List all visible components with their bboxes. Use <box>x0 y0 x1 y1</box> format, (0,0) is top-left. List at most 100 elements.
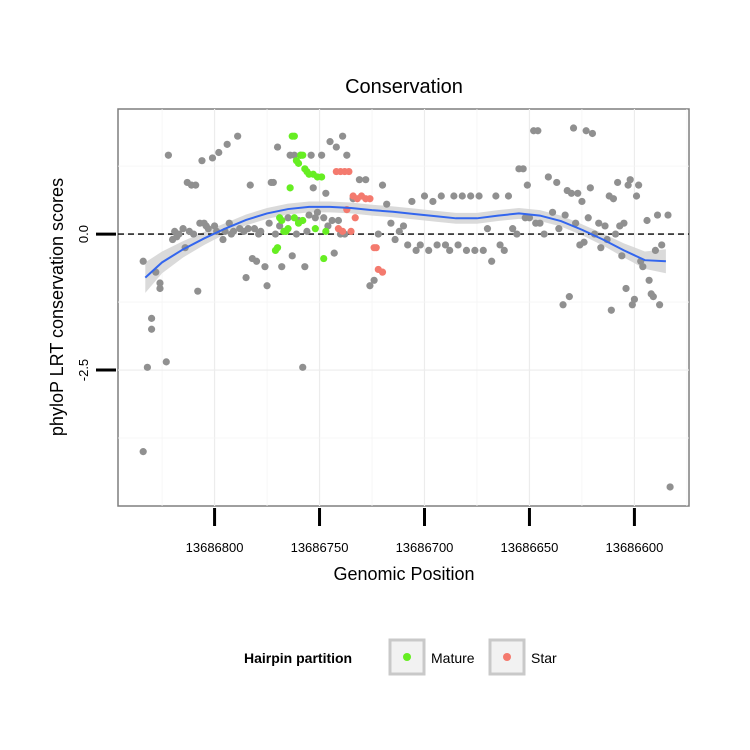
legend-entry-mature: Mature <box>388 638 475 676</box>
point-other <box>194 287 202 295</box>
point-other <box>601 222 609 230</box>
point-other <box>307 151 315 159</box>
point-other <box>318 151 326 159</box>
point-other <box>664 211 672 219</box>
point-other <box>626 176 634 184</box>
point-other <box>324 222 332 230</box>
point-other <box>366 282 374 290</box>
legend: Hairpin partition Mature Star <box>244 638 557 676</box>
point-other <box>210 222 219 230</box>
point-other <box>143 363 151 371</box>
point-other <box>147 314 156 322</box>
point-other <box>179 225 187 233</box>
point-other <box>355 176 364 184</box>
point-other <box>632 192 641 200</box>
y-tick-label: -2.5 <box>76 359 91 381</box>
point-other <box>588 129 597 138</box>
legend-label-star: Star <box>531 650 557 666</box>
point-other <box>458 192 466 200</box>
point-other <box>273 143 282 151</box>
point-other <box>597 244 605 252</box>
point-other <box>513 230 521 238</box>
point-mature <box>290 214 298 222</box>
point-other <box>620 219 628 227</box>
point-other <box>643 216 651 225</box>
point-other <box>215 148 223 157</box>
point-star <box>378 268 387 276</box>
y-tick-label: 0.0 <box>76 225 91 243</box>
point-other <box>618 252 626 260</box>
point-other <box>326 138 334 146</box>
point-other <box>252 257 261 265</box>
point-other <box>309 184 317 192</box>
point-mature <box>320 254 328 263</box>
point-other <box>446 246 454 254</box>
point-mature <box>271 246 280 254</box>
point-other <box>328 216 336 225</box>
point-other <box>467 192 475 200</box>
point-other <box>622 284 630 293</box>
point-other <box>147 325 156 333</box>
point-star <box>351 214 359 222</box>
point-other <box>223 140 231 148</box>
point-other <box>645 276 653 284</box>
point-other <box>305 211 313 219</box>
chart-title: Conservation <box>345 76 463 98</box>
legend-key-mature-dot <box>403 653 411 661</box>
point-other <box>496 241 504 249</box>
point-other <box>437 192 445 200</box>
point-other <box>156 279 164 287</box>
point-other <box>614 178 622 187</box>
point-mature <box>276 214 284 222</box>
point-other <box>540 230 548 238</box>
point-other <box>162 358 170 366</box>
legend-label-mature: Mature <box>431 650 475 666</box>
point-mature <box>290 132 298 140</box>
point-other <box>219 235 227 244</box>
x-tick-label: 13686700 <box>396 540 454 555</box>
point-star <box>366 195 374 203</box>
point-other <box>288 252 296 260</box>
point-other <box>208 154 217 162</box>
point-other <box>257 227 265 235</box>
point-other <box>580 238 588 246</box>
point-mature <box>299 216 307 225</box>
point-other <box>639 263 647 271</box>
point-other <box>574 189 582 197</box>
point-other <box>559 301 567 309</box>
point-other <box>334 216 343 225</box>
point-star <box>347 227 355 235</box>
point-other <box>607 306 615 314</box>
point-other <box>301 263 309 271</box>
point-other <box>299 363 307 371</box>
point-other <box>658 241 666 249</box>
point-other <box>651 246 660 254</box>
point-other <box>624 181 632 189</box>
point-other <box>649 293 657 301</box>
point-other <box>404 241 412 249</box>
point-other <box>276 222 284 230</box>
point-other <box>271 230 280 238</box>
point-other <box>656 301 664 309</box>
x-axis-label: Genomic Position <box>333 564 474 584</box>
point-other <box>565 293 573 301</box>
point-other <box>635 181 643 189</box>
point-other <box>536 219 544 227</box>
point-other <box>156 284 164 293</box>
point-other <box>139 448 147 456</box>
point-other <box>246 181 254 189</box>
point-other <box>666 483 674 491</box>
point-other <box>332 143 340 151</box>
x-tick-label: 13686800 <box>186 540 244 555</box>
point-other <box>534 127 542 135</box>
point-other <box>322 189 330 197</box>
point-other <box>416 241 424 249</box>
point-other <box>582 127 590 135</box>
point-mature <box>294 159 303 167</box>
point-other <box>278 263 286 271</box>
point-other <box>475 192 483 200</box>
axes: 13686800 13686750 13686700 13686650 13686600… <box>76 225 663 555</box>
point-other <box>362 176 370 184</box>
point-other <box>471 246 479 254</box>
point-other <box>374 230 382 238</box>
